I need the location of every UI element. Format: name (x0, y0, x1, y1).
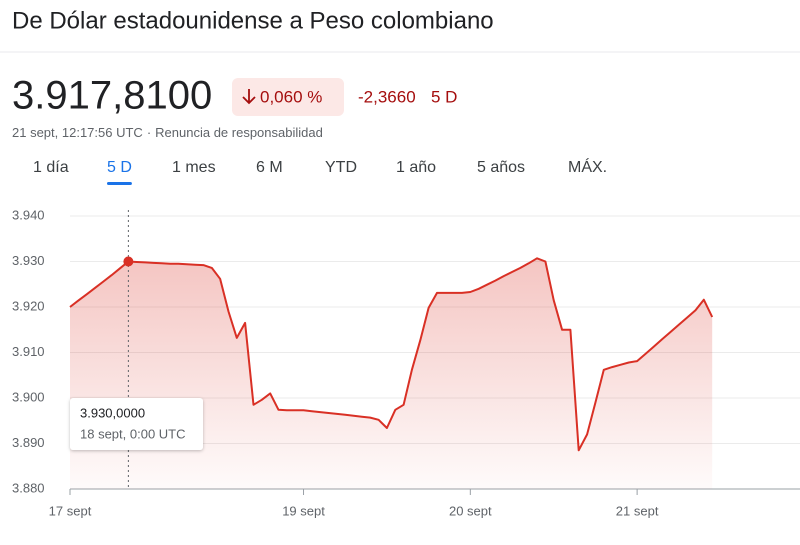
change-value: -2,3660 (358, 87, 416, 106)
tab[interactable]: MÁX. (568, 157, 607, 176)
tab[interactable]: 1 día (33, 159, 69, 176)
y-tick-label: 3.900 (12, 389, 45, 404)
change-badge (232, 78, 344, 116)
x-tick-label: 17 sept (49, 503, 92, 518)
tab[interactable]: 1 año (396, 159, 436, 176)
disclaimer[interactable]: Renuncia de responsabilidad (155, 125, 323, 140)
timestamp-text: 21 sept, 12:17:56 UTC (12, 125, 143, 140)
highlight-point (123, 256, 134, 267)
title: De Dólar estadounidense a Peso colombian… (12, 7, 494, 34)
price-line (69, 257, 714, 452)
y-tick-label: 3.920 (12, 298, 45, 313)
x-tick-label: 20 sept (449, 503, 492, 518)
area-fill (70, 258, 713, 489)
tab[interactable]: 6 M (256, 159, 283, 176)
y-tick-label: 3.940 (12, 207, 45, 222)
y-tick-label: 3.890 (12, 435, 45, 450)
tooltip-date: 18 sept, 0:00 UTC (80, 426, 186, 441)
y-tick-label: 3.930 (12, 253, 45, 268)
x-tick-label: 21 sept (616, 503, 659, 518)
dot: · (147, 125, 151, 140)
timestamp: 21 sept, 12:17:56 UTC · Renuncia de respon… (12, 125, 323, 140)
y-tick-label: 3.880 (12, 480, 45, 495)
down-arrow (242, 89, 256, 105)
tab[interactable]: YTD (325, 159, 357, 176)
x-tick-label: 19 sept (282, 503, 325, 518)
tooltip-value: 3.930,0000 (80, 405, 145, 420)
change-percent: 0,060 % (260, 87, 322, 106)
tab-underline (107, 182, 132, 185)
y-tick-label: 3.910 (12, 344, 45, 359)
tab[interactable]: 5 D (107, 159, 132, 176)
tab[interactable]: 5 años (477, 159, 525, 176)
tab[interactable]: 1 mes (172, 159, 216, 176)
price: 3.917,8100 (12, 74, 212, 118)
tooltip-box (70, 398, 203, 450)
change-period: 5 D (431, 87, 457, 106)
